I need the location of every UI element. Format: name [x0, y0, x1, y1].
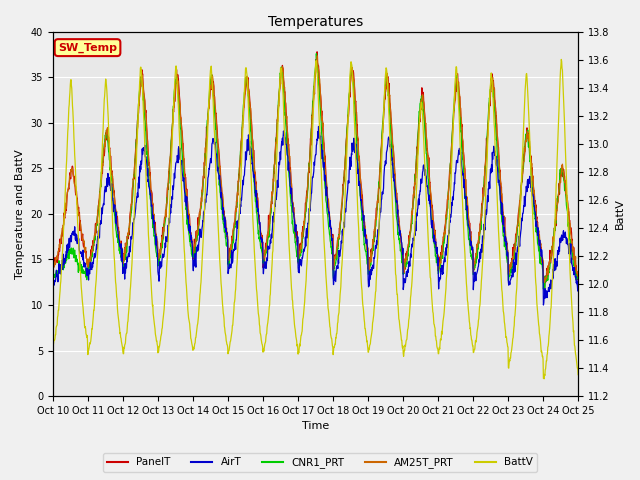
- AirT: [315, 123, 323, 129]
- AM25T_PRT: [49, 264, 56, 270]
- CNR1_PRT: [153, 254, 161, 260]
- PanelT: [225, 255, 232, 261]
- Y-axis label: BattV: BattV: [615, 198, 625, 229]
- PanelT: [574, 272, 582, 277]
- PanelT: [166, 164, 173, 170]
- BattV: [557, 57, 565, 62]
- AirT: [540, 302, 547, 308]
- CNR1_PRT: [466, 242, 474, 248]
- CNR1_PRT: [397, 248, 405, 253]
- CNR1_PRT: [312, 51, 320, 57]
- BattV: [574, 372, 582, 378]
- PanelT: [313, 49, 321, 55]
- AirT: [225, 270, 232, 276]
- X-axis label: Time: Time: [302, 421, 329, 432]
- CNR1_PRT: [574, 276, 582, 282]
- CNR1_PRT: [49, 272, 56, 278]
- Line: BattV: BattV: [52, 60, 578, 379]
- BattV: [153, 338, 161, 344]
- CNR1_PRT: [225, 260, 232, 266]
- AirT: [166, 220, 173, 226]
- AM25T_PRT: [153, 238, 161, 243]
- PanelT: [397, 240, 405, 245]
- PanelT: [49, 264, 56, 269]
- AM25T_PRT: [397, 237, 405, 243]
- Line: AirT: AirT: [52, 126, 578, 305]
- PanelT: [466, 220, 474, 226]
- AirT: [574, 276, 582, 282]
- AirT: [466, 226, 474, 232]
- AM25T_PRT: [466, 228, 474, 233]
- Y-axis label: Temperature and BattV: Temperature and BattV: [15, 149, 25, 279]
- Title: Temperatures: Temperatures: [268, 15, 363, 29]
- AirT: [397, 235, 405, 240]
- AM25T_PRT: [314, 53, 321, 59]
- AirT: [49, 277, 56, 283]
- Line: CNR1_PRT: CNR1_PRT: [52, 54, 578, 289]
- AirT: [153, 244, 161, 250]
- Line: AM25T_PRT: AM25T_PRT: [52, 56, 578, 282]
- Legend: PanelT, AirT, CNR1_PRT, AM25T_PRT, BattV: PanelT, AirT, CNR1_PRT, AM25T_PRT, BattV: [103, 453, 537, 472]
- Text: SW_Temp: SW_Temp: [58, 43, 117, 53]
- CNR1_PRT: [166, 160, 173, 166]
- AM25T_PRT: [166, 159, 173, 165]
- BattV: [397, 330, 404, 336]
- Line: PanelT: PanelT: [52, 52, 578, 291]
- BattV: [166, 202, 173, 208]
- AirT: [512, 262, 520, 267]
- PanelT: [153, 237, 161, 242]
- BattV: [49, 345, 56, 351]
- AM25T_PRT: [512, 232, 520, 238]
- PanelT: [541, 288, 548, 294]
- BattV: [465, 318, 473, 324]
- CNR1_PRT: [540, 286, 547, 292]
- BattV: [225, 349, 232, 355]
- PanelT: [512, 231, 520, 237]
- BattV: [512, 303, 520, 309]
- AM25T_PRT: [574, 273, 582, 279]
- AM25T_PRT: [225, 254, 232, 260]
- AM25T_PRT: [540, 279, 548, 285]
- BattV: [540, 376, 548, 382]
- CNR1_PRT: [512, 239, 520, 245]
